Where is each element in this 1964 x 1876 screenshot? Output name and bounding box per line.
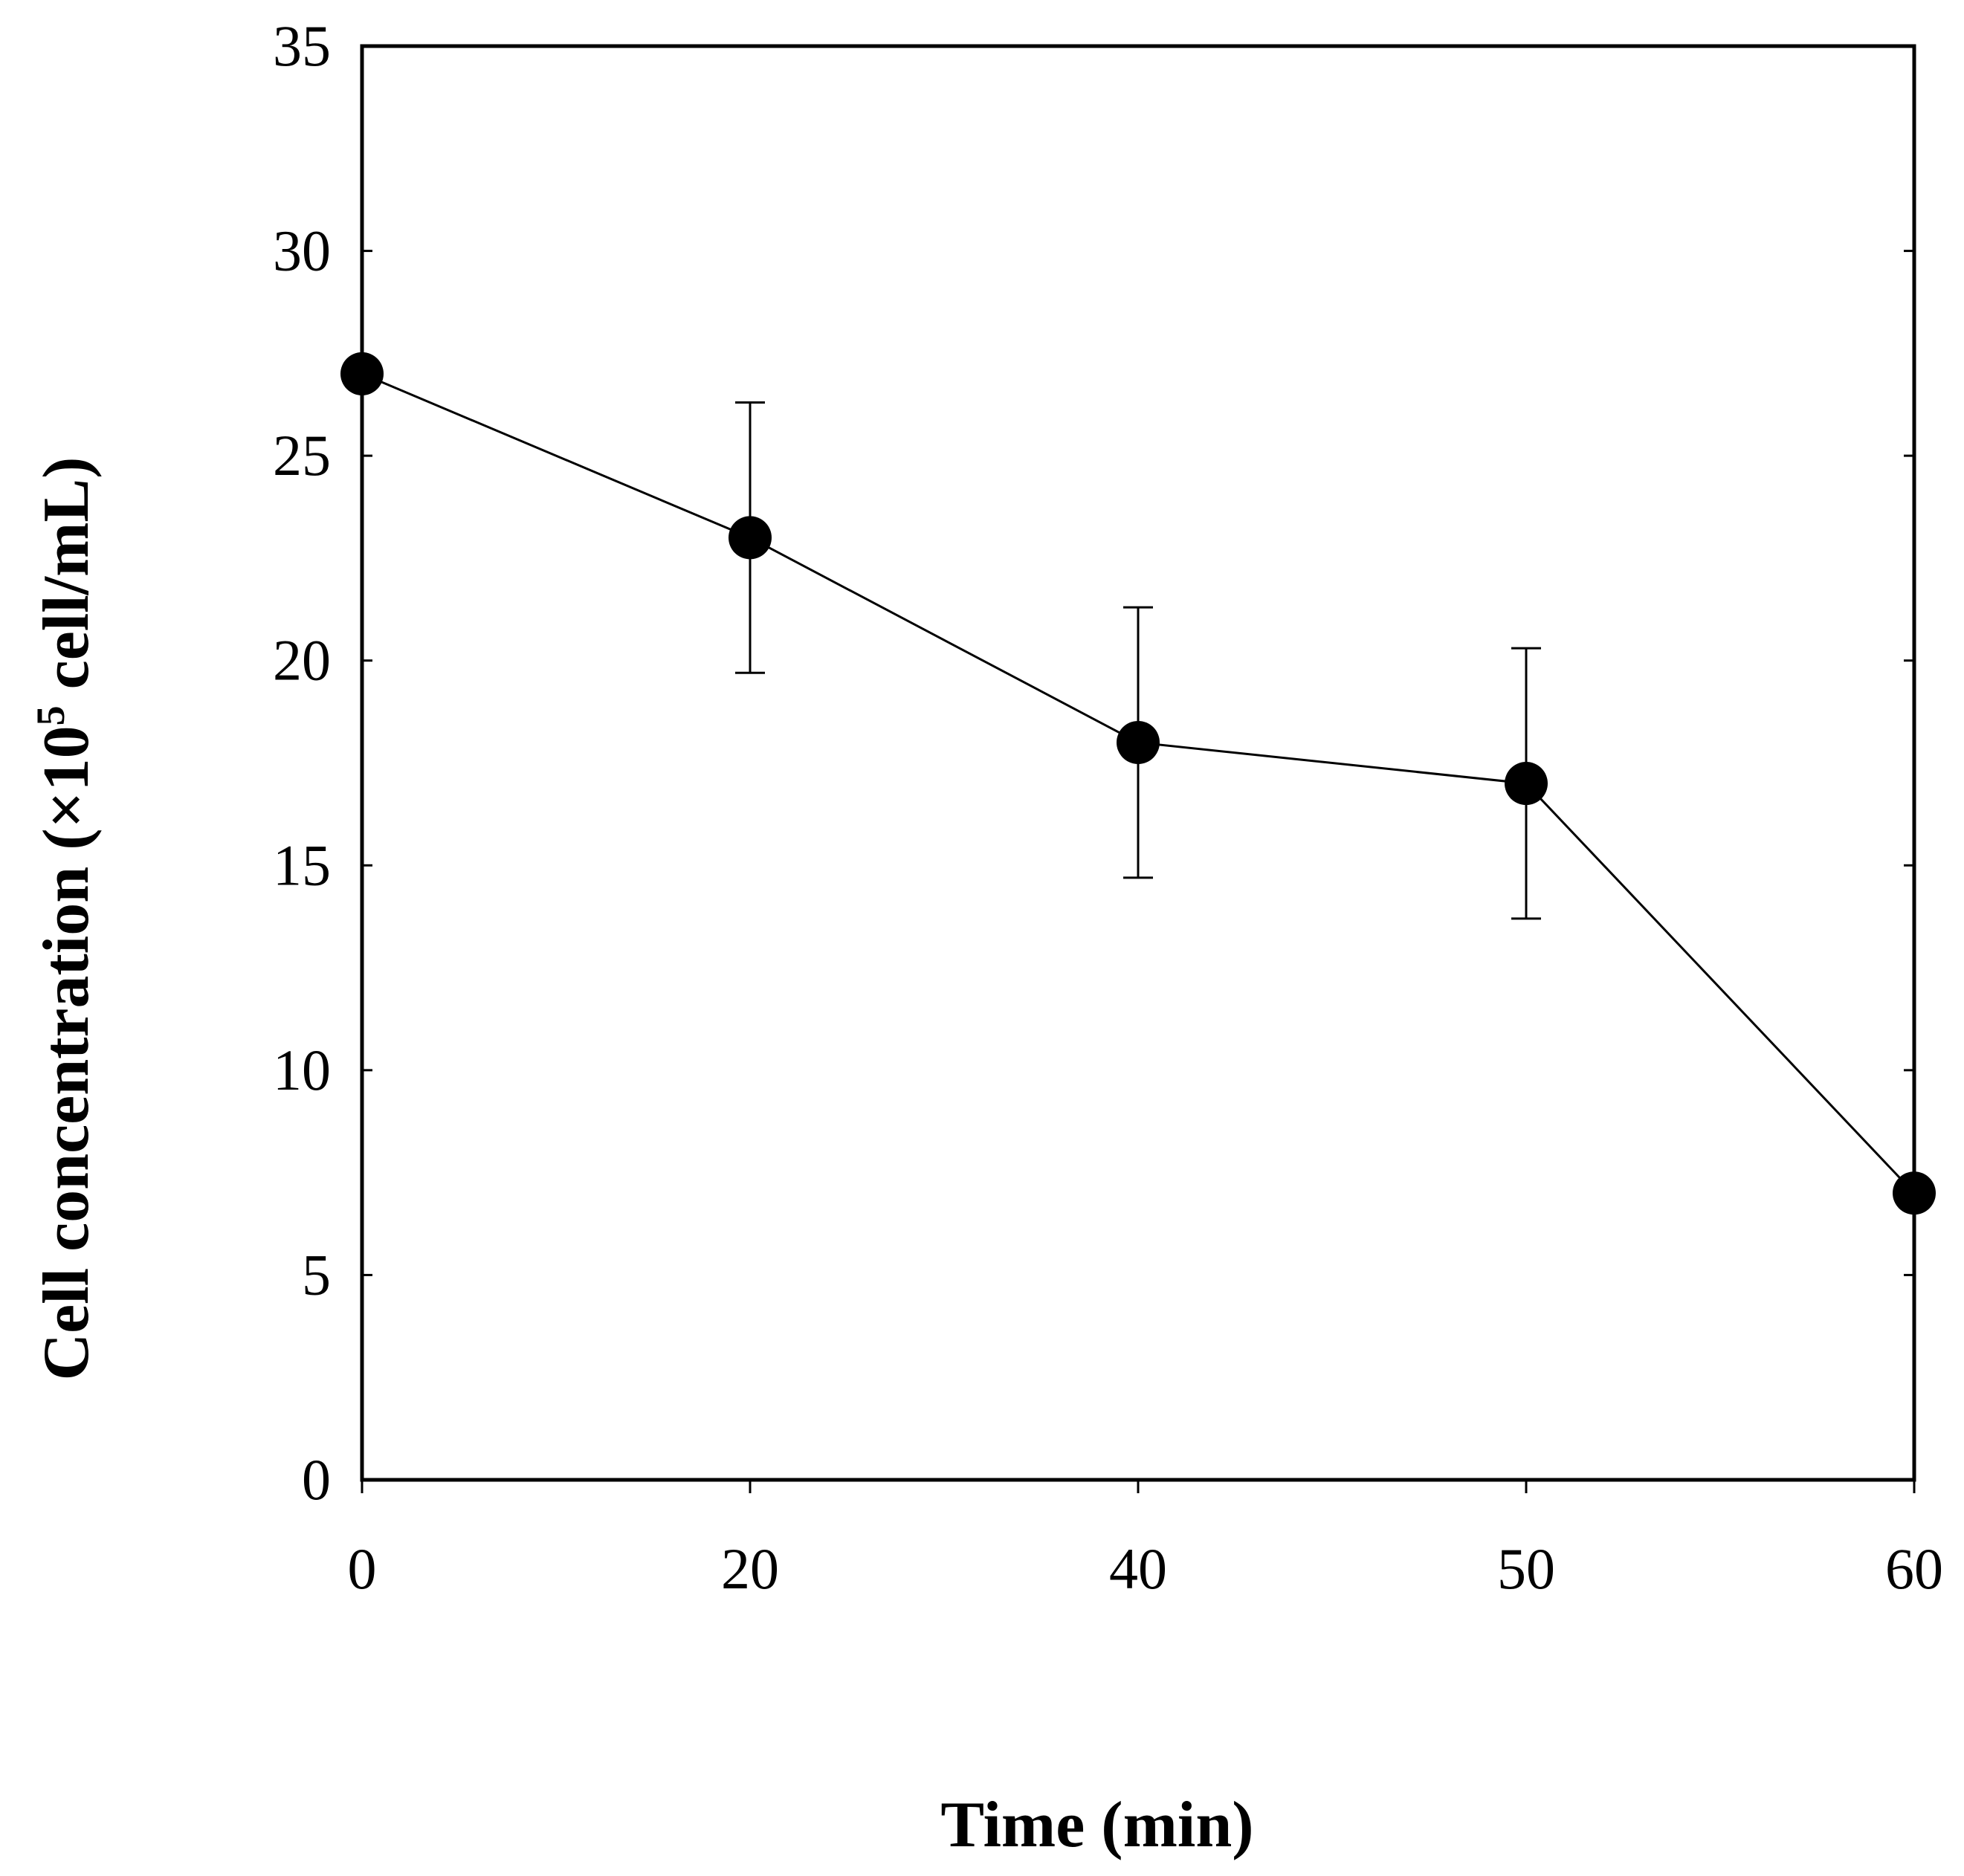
x-tick-label: 20 (721, 1536, 779, 1601)
y-tick-label: 15 (273, 832, 331, 897)
x-axis-ticks: 0 20 40 50 60 (348, 1480, 1943, 1601)
x-tick-label: 60 (1885, 1536, 1943, 1601)
x-tick-label: 0 (348, 1536, 377, 1601)
x-axis-label: Time (min) (940, 1789, 1253, 1861)
y-tick-label: 30 (273, 219, 331, 283)
y-tick-label: 5 (302, 1242, 331, 1307)
y-axis-label: Cell concentration (×105 cell/mL) (28, 457, 103, 1381)
y-axis-ticks: 0 5 10 15 20 25 30 35 (273, 13, 1914, 1512)
y-axis-label-superscript: 5 (28, 705, 73, 725)
data-point (729, 516, 772, 560)
y-tick-label: 20 (273, 628, 331, 693)
y-tick-label: 35 (273, 13, 331, 78)
y-tick-label: 25 (273, 423, 331, 488)
y-axis-label-tail: cell/mL) (30, 457, 103, 706)
plot-frame (360, 44, 1916, 1482)
y-axis-label-main: Cell concentration (×10 (30, 725, 103, 1380)
data-point (1505, 762, 1548, 806)
y-tick-label: 0 (302, 1447, 331, 1512)
x-tick-label: 40 (1109, 1536, 1167, 1601)
y-tick-label: 10 (273, 1038, 331, 1102)
x-tick-label: 50 (1497, 1536, 1555, 1601)
data-series (340, 352, 1936, 1215)
data-point (1117, 720, 1160, 764)
